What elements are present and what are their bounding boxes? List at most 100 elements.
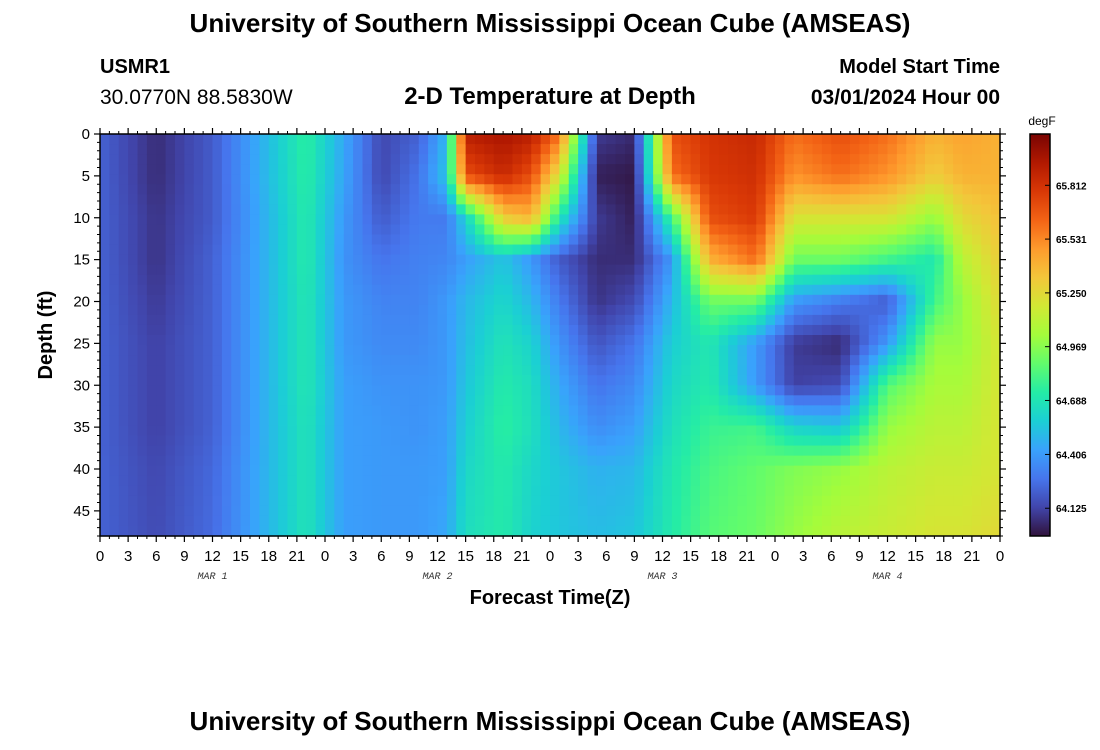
heatmap-cell — [475, 455, 485, 467]
heatmap-cell — [971, 264, 982, 276]
heatmap-cell — [915, 375, 926, 386]
colorbar-tick-label: 65.812 — [1056, 181, 1087, 192]
heatmap-cell — [868, 214, 879, 226]
heatmap-cell — [137, 465, 148, 477]
heatmap-cell — [493, 204, 504, 215]
heatmap-cell — [390, 365, 401, 376]
heatmap-cell — [390, 244, 401, 256]
heatmap-cell — [793, 144, 804, 155]
heatmap-cell — [437, 314, 448, 326]
heatmap-cell — [578, 375, 589, 386]
heatmap-cell — [840, 204, 851, 215]
heatmap-cell — [521, 425, 532, 437]
heatmap-cell — [334, 314, 345, 326]
heatmap-cell — [278, 345, 289, 356]
heatmap-cell — [568, 425, 579, 437]
heatmap-cell — [512, 154, 523, 165]
heatmap-cell — [681, 395, 692, 406]
heatmap-cell — [184, 495, 195, 507]
heatmap-cell — [850, 495, 860, 507]
heatmap-cell — [896, 375, 907, 386]
heatmap-cell — [353, 515, 364, 527]
heatmap-cell — [756, 154, 767, 165]
heatmap-cell — [250, 495, 260, 507]
heatmap-cell — [512, 254, 523, 266]
heatmap-cell — [915, 335, 926, 346]
heatmap-cell — [756, 335, 767, 346]
heatmap-cell — [287, 214, 298, 226]
heatmap-cell — [803, 284, 814, 296]
heatmap-cell — [175, 505, 185, 517]
heatmap-cell — [296, 164, 307, 175]
heatmap-cell — [175, 184, 185, 195]
heatmap-cell — [371, 335, 382, 346]
heatmap-cell — [793, 174, 804, 185]
heatmap-cell — [990, 244, 1001, 256]
heatmap-cell — [859, 405, 870, 416]
heatmap-cell — [859, 144, 870, 155]
heatmap-cell — [615, 515, 626, 527]
heatmap-cell — [671, 385, 682, 396]
heatmap-cell — [793, 224, 804, 236]
heatmap-cell — [578, 345, 589, 356]
heatmap-cell — [381, 304, 392, 316]
heatmap-cell — [531, 134, 542, 145]
heatmap-cell — [175, 385, 185, 396]
heatmap-cell — [193, 475, 204, 487]
heatmap-cell — [784, 395, 795, 406]
heatmap-cell — [456, 254, 467, 266]
heatmap-cell — [418, 154, 429, 165]
heatmap-cell — [578, 525, 589, 537]
heatmap-cell — [896, 495, 907, 507]
heatmap-cell — [325, 314, 335, 326]
x-tick-label: 12 — [879, 548, 896, 565]
heatmap-cell — [315, 385, 326, 396]
heatmap-cell — [221, 445, 232, 457]
heatmap-cell — [306, 385, 317, 396]
heatmap-cell — [109, 395, 120, 406]
heatmap-cell — [840, 405, 851, 416]
heatmap-cell — [971, 455, 982, 467]
heatmap-cell — [746, 505, 757, 517]
heatmap-cell — [990, 194, 1001, 205]
heatmap-cell — [784, 214, 795, 226]
heatmap-cell — [878, 264, 889, 276]
heatmap-cell — [381, 234, 392, 246]
heatmap-cell — [400, 355, 410, 366]
heatmap-cell — [203, 355, 214, 366]
heatmap-cell — [240, 345, 251, 356]
heatmap-cell — [765, 515, 776, 527]
heatmap-cell — [915, 204, 926, 215]
heatmap-cell — [231, 515, 242, 527]
heatmap-cell — [915, 174, 926, 185]
heatmap-cell — [446, 395, 457, 406]
heatmap-cell — [606, 465, 617, 477]
heatmap-cell — [868, 224, 879, 236]
heatmap-cell — [428, 254, 439, 266]
heatmap-cell — [278, 355, 289, 366]
heatmap-cell — [793, 134, 804, 145]
heatmap-cell — [775, 134, 785, 145]
heatmap-cell — [615, 194, 626, 205]
heatmap-cell — [906, 465, 917, 477]
heatmap-cell — [878, 405, 889, 416]
heatmap-cell — [840, 244, 851, 256]
heatmap-cell — [606, 385, 617, 396]
heatmap-cell — [353, 415, 364, 427]
heatmap-cell — [231, 294, 242, 306]
heatmap-cell — [137, 375, 148, 386]
heatmap-cell — [353, 304, 364, 316]
heatmap-cell — [531, 314, 542, 326]
heatmap-cell — [634, 455, 645, 467]
heatmap-cell — [737, 204, 748, 215]
heatmap-cell — [953, 304, 964, 316]
heatmap-cell — [821, 395, 832, 406]
heatmap-cell — [906, 415, 917, 427]
heatmap-cell — [456, 395, 467, 406]
heatmap-cell — [915, 314, 926, 326]
heatmap-cell — [690, 485, 701, 497]
y-tick-label: 40 — [73, 461, 90, 478]
heatmap-cell — [925, 224, 935, 236]
heatmap-cell — [465, 144, 476, 155]
heatmap-cell — [456, 314, 467, 326]
